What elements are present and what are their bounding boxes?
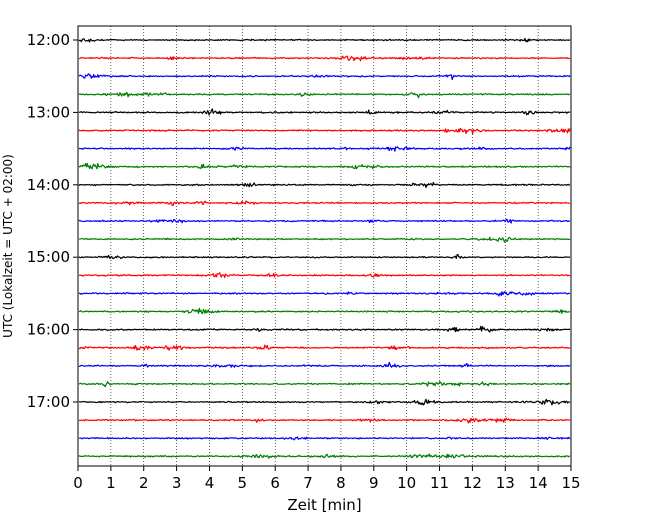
x-tick-label: 9	[369, 474, 379, 492]
x-tick-label: 13	[496, 474, 515, 492]
trace-row-13	[78, 272, 571, 279]
trace-row-19	[78, 381, 571, 388]
x-tick-label: 3	[172, 474, 182, 492]
x-tick-label: 1	[106, 474, 116, 492]
x-axis-label: Zeit [min]	[287, 496, 361, 514]
trace-row-20	[78, 398, 571, 406]
trace-row-22	[78, 436, 571, 441]
trace-row-16	[78, 325, 571, 333]
trace-row-2	[78, 73, 571, 81]
x-tick-label: 10	[397, 474, 416, 492]
y-axis-ticks: 12:00 13:00 14:00 15:00 16:00 17:00	[27, 31, 78, 411]
trace-row-8	[78, 181, 571, 189]
trace-row-6	[78, 146, 571, 152]
y-tick-label: 17:00	[27, 393, 70, 411]
traces-group	[78, 37, 571, 459]
x-grid	[110, 26, 539, 466]
trace-row-10	[78, 218, 571, 224]
trace-row-15	[78, 307, 571, 315]
x-tick-label: 0	[73, 474, 83, 492]
x-tick-label: 14	[529, 474, 548, 492]
plot-frame	[77, 25, 572, 467]
x-tick-label: 6	[270, 474, 280, 492]
y-tick-label: 13:00	[27, 103, 70, 121]
trace-row-5	[78, 127, 571, 135]
x-tick-label: 11	[430, 474, 449, 492]
x-tick-label: 15	[561, 474, 580, 492]
x-tick-label: 4	[205, 474, 215, 492]
trace-row-1	[78, 55, 571, 62]
x-tick-label: 5	[238, 474, 248, 492]
y-tick-label: 14:00	[27, 176, 70, 194]
trace-row-14	[78, 291, 571, 297]
x-tick-label: 8	[336, 474, 346, 492]
x-axis-ticks: 0 1 2 3 4 5 6 7 8 9 10 11 12 13 14 15	[73, 466, 581, 492]
trace-row-11	[78, 236, 571, 243]
trace-row-3	[78, 92, 571, 99]
trace-row-23	[78, 453, 571, 459]
y-tick-label: 15:00	[27, 248, 70, 266]
trace-row-12	[78, 253, 571, 260]
trace-row-18	[78, 361, 571, 368]
trace-row-21	[78, 417, 571, 424]
trace-row-4	[78, 108, 571, 116]
x-tick-label: 12	[463, 474, 482, 492]
y-tick-label: 16:00	[27, 321, 70, 339]
trace-row-7	[78, 162, 571, 170]
y-tick-label: 12:00	[27, 31, 70, 49]
y-axis-label: UTC (Lokalzeit = UTC + 02:00)	[1, 154, 15, 338]
trace-row-0	[78, 37, 571, 43]
trace-row-17	[78, 344, 571, 351]
trace-row-9	[78, 200, 570, 207]
x-tick-label: 2	[139, 474, 149, 492]
x-tick-label: 7	[303, 474, 313, 492]
